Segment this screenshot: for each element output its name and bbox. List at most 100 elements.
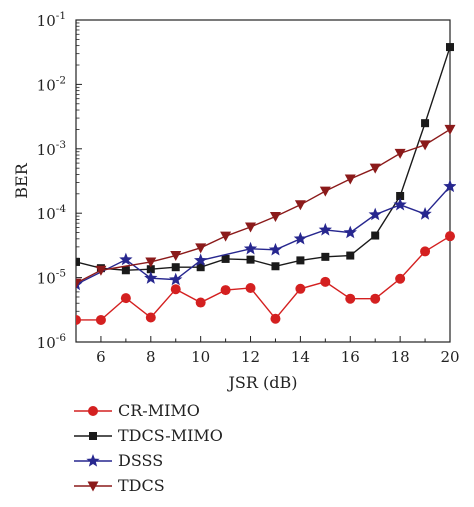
data-point xyxy=(393,197,407,211)
data-point xyxy=(169,272,183,286)
data-point xyxy=(370,293,381,304)
y-tick-label-base: 10 xyxy=(37,76,56,94)
data-point xyxy=(268,242,283,256)
x-tick-label: 16 xyxy=(341,348,360,366)
data-point xyxy=(319,186,331,197)
data-point xyxy=(245,282,256,293)
y-tick-label-base: 10 xyxy=(37,270,56,288)
series-dsss xyxy=(76,179,456,291)
data-point xyxy=(119,252,133,266)
data-point xyxy=(171,263,180,272)
data-point xyxy=(294,200,306,211)
data-point xyxy=(270,313,281,324)
data-point xyxy=(420,246,431,257)
data-point xyxy=(76,314,81,325)
data-point xyxy=(394,148,406,159)
y-tick-label: 10-1 xyxy=(37,10,66,30)
data-point xyxy=(121,266,130,275)
series-tdcs xyxy=(76,124,456,289)
data-point xyxy=(296,256,305,265)
plot-series-group xyxy=(76,43,456,325)
y-axis-title: BER xyxy=(12,162,31,198)
data-point xyxy=(170,284,181,295)
data-point xyxy=(220,285,231,296)
plot-area-border xyxy=(75,19,451,343)
x-tick-label: 8 xyxy=(146,348,156,366)
data-point xyxy=(371,231,380,240)
data-point xyxy=(321,252,330,261)
data-point xyxy=(95,314,106,325)
y-tick-label-exponent: -5 xyxy=(56,268,66,280)
data-point xyxy=(446,43,454,52)
y-tick-label: 10-4 xyxy=(37,203,67,223)
data-point xyxy=(196,263,205,272)
legend-marker xyxy=(86,454,100,467)
data-point xyxy=(343,225,357,239)
data-point xyxy=(76,278,82,289)
y-tick-label-exponent: -3 xyxy=(56,139,66,151)
legend-marker xyxy=(89,432,97,440)
legend-marker xyxy=(87,481,99,492)
x-tick-label: 6 xyxy=(96,348,106,366)
x-tick-label: 14 xyxy=(291,348,310,366)
x-tick-label: 18 xyxy=(391,348,410,366)
series-line-dsss xyxy=(76,186,451,286)
legend-label: TDCS xyxy=(118,476,165,495)
legend-label: DSSS xyxy=(118,451,163,470)
data-point xyxy=(246,255,255,264)
series-line-cr-mimo xyxy=(76,235,451,321)
data-point xyxy=(344,174,356,185)
y-tick-label: 10-5 xyxy=(37,268,66,288)
data-point xyxy=(170,251,182,262)
data-point xyxy=(369,163,381,174)
data-point xyxy=(146,265,155,274)
data-point xyxy=(345,293,356,304)
data-point xyxy=(145,257,157,268)
data-point xyxy=(443,179,456,193)
legend-item-dsss: DSSS xyxy=(74,451,163,470)
x-axis-title: JSR (dB) xyxy=(227,373,298,392)
data-point xyxy=(95,265,107,276)
y-tick-label: 10-6 xyxy=(37,332,67,352)
legend-marker xyxy=(88,406,98,416)
y-tick-label-base: 10 xyxy=(37,205,56,223)
series-cr-mimo xyxy=(76,231,455,325)
data-point xyxy=(76,277,83,291)
data-point xyxy=(145,312,156,323)
data-point xyxy=(269,211,281,222)
data-point xyxy=(195,297,206,308)
data-point xyxy=(418,207,432,220)
data-point xyxy=(221,254,230,263)
data-point xyxy=(220,231,232,242)
legend-item-cr-mimo: CR-MIMO xyxy=(74,401,200,420)
data-point xyxy=(368,207,382,221)
series-tdcs-mimo xyxy=(76,43,454,275)
data-point xyxy=(194,253,208,267)
data-point xyxy=(195,243,207,254)
data-point xyxy=(346,251,355,260)
data-point xyxy=(320,276,331,287)
data-point xyxy=(395,273,406,284)
legend-label: CR-MIMO xyxy=(118,401,200,420)
x-tick-label: 10 xyxy=(191,348,210,366)
y-tick-label-exponent: -1 xyxy=(56,10,66,22)
data-point xyxy=(76,257,80,266)
x-tick-label: 20 xyxy=(440,348,459,366)
y-tick-label-base: 10 xyxy=(37,12,56,30)
data-point xyxy=(243,241,258,255)
data-point xyxy=(421,119,430,128)
data-point xyxy=(295,283,306,294)
y-tick-label-exponent: -4 xyxy=(56,203,67,215)
data-point xyxy=(318,222,332,236)
data-point xyxy=(396,191,405,200)
series-line-tdcs-mimo xyxy=(76,46,451,271)
data-point xyxy=(293,231,308,245)
data-point xyxy=(144,271,158,284)
data-point xyxy=(444,124,456,135)
y-tick-label-base: 10 xyxy=(37,141,56,159)
y-tick-label: 10-3 xyxy=(37,139,66,159)
data-point xyxy=(120,293,131,304)
x-tick-label: 12 xyxy=(241,348,260,366)
y-tick-label-exponent: -2 xyxy=(56,74,66,86)
